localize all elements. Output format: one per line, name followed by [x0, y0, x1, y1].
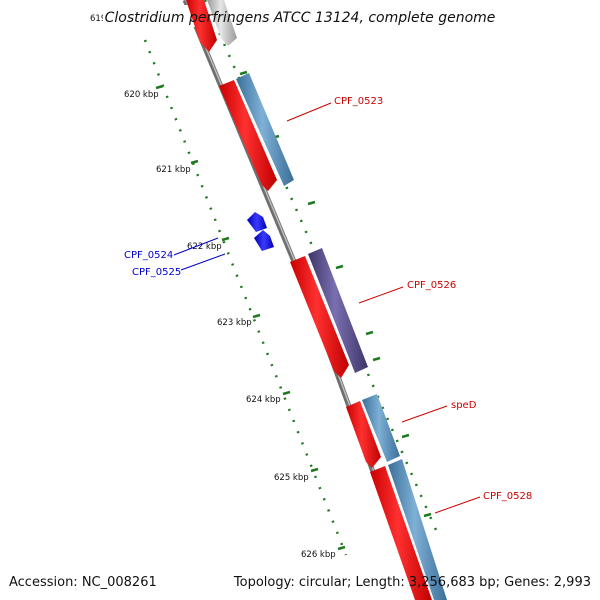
- gene-cpf-0524[interactable]: [247, 212, 267, 232]
- label-leaders: [173, 102, 481, 514]
- tick-620: [155, 84, 164, 90]
- kbp-label-625: 625 kbp: [274, 473, 309, 483]
- kbp-label-621: 621 kbp: [156, 165, 191, 175]
- gene-cpf-0526-purple[interactable]: [308, 248, 368, 373]
- gene-top-gray[interactable]: [207, 0, 237, 46]
- inner-scale-track: [143, 39, 348, 556]
- gene-cpf-0525[interactable]: [254, 230, 274, 251]
- kbp-label-624: 624 kbp: [246, 395, 281, 405]
- label-cpf-0525[interactable]: CPF_0525: [132, 267, 181, 278]
- label-sped[interactable]: speD: [451, 400, 477, 411]
- major-ticks: [155, 84, 346, 551]
- outer-ticks: [239, 70, 432, 518]
- tick-626: [337, 545, 346, 551]
- tick-625: [310, 467, 319, 473]
- tick-621: [190, 159, 199, 165]
- gene-cpf-0526-red[interactable]: [290, 256, 349, 378]
- label-cpf-0526[interactable]: CPF_0526: [407, 280, 456, 291]
- accession-text: Accession: NC_008261: [9, 575, 157, 590]
- gene-top-red[interactable]: [186, 0, 217, 52]
- genes: [186, 0, 447, 600]
- gene-sped-blue[interactable]: [362, 394, 400, 462]
- kbp-label-620: 620 kbp: [124, 90, 159, 100]
- map-title: Clostridium perfringens ATCC 13124, comp…: [105, 10, 496, 26]
- gene-cpf-0528-red[interactable]: [370, 466, 432, 600]
- kbp-label-622: 622 kbp: [187, 242, 222, 252]
- tick-622: [221, 236, 230, 242]
- kbp-label-623: 623 kbp: [217, 318, 252, 328]
- gene-cpf-0528-blue[interactable]: [388, 459, 447, 600]
- gene-cpf-0523-blue[interactable]: [236, 73, 294, 186]
- label-cpf-0523[interactable]: CPF_0523: [334, 96, 383, 107]
- kbp-label-626: 626 kbp: [301, 550, 336, 560]
- label-cpf-0524[interactable]: CPF_0524: [124, 250, 173, 261]
- label-cpf-0528[interactable]: CPF_0528: [483, 491, 532, 502]
- topology-text: Topology: circular; Length: 3,256,683 bp…: [233, 575, 591, 590]
- gene-cpf-0523-red[interactable]: [219, 80, 277, 191]
- tick-623: [252, 313, 261, 319]
- tick-624: [282, 390, 291, 396]
- gene-sped-red[interactable]: [346, 401, 381, 468]
